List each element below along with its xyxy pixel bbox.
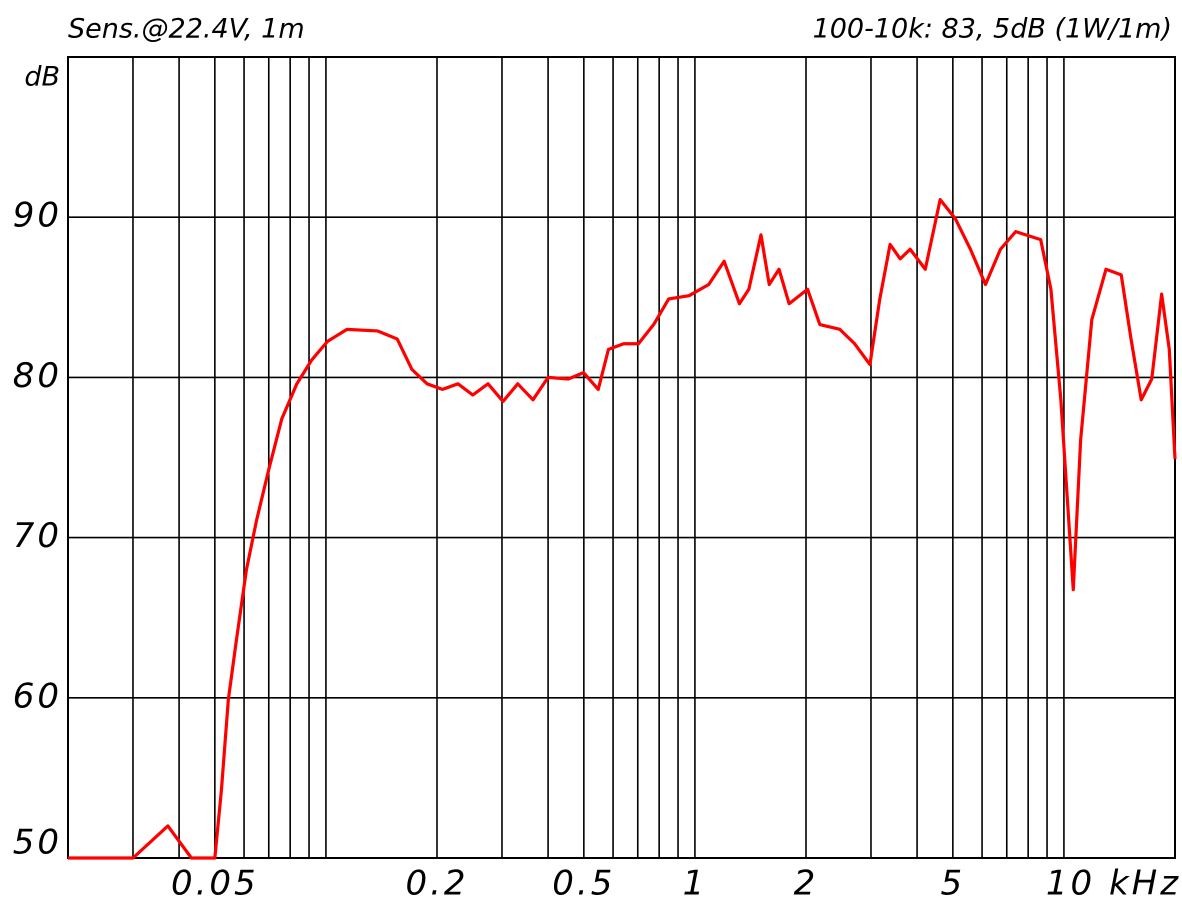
- data-line: [68, 197, 1177, 860]
- x-tick-label: 0.2: [405, 864, 468, 904]
- x-tick-label: 0.05: [171, 864, 259, 904]
- y-tick-label: 60: [13, 676, 62, 716]
- y-axis-label: dB: [24, 62, 60, 93]
- y-tick-label: 90: [13, 196, 62, 236]
- x-tick-label: 10 kHz: [1046, 864, 1181, 904]
- x-tick-label: 5: [941, 864, 966, 904]
- x-tick-label: 0.5: [552, 864, 615, 904]
- y-tick-label: 50: [13, 823, 62, 863]
- y-tick-label: 80: [13, 356, 62, 396]
- x-tick-label: 2: [794, 864, 819, 904]
- y-tick-label: 70: [13, 516, 62, 556]
- plot-frame: [67, 56, 1176, 859]
- x-tick-label: 1: [683, 864, 708, 904]
- chart-title: Sens.@22.4V, 1m: [68, 14, 305, 45]
- chart-subtitle: 100-10k: 83, 5dB (1W/1m): [813, 14, 1172, 45]
